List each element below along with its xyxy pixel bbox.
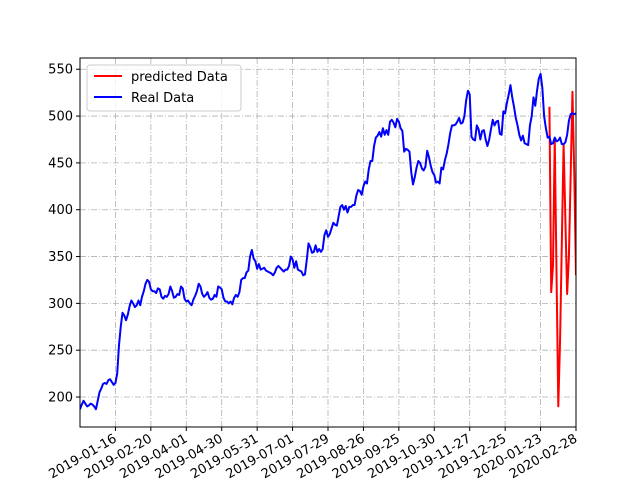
y-tick-label: 350 bbox=[48, 250, 73, 265]
legend-label-real: Real Data bbox=[131, 91, 194, 106]
series-line-predicted bbox=[548, 90, 576, 408]
y-tick-label: 450 bbox=[48, 156, 73, 171]
series-lines bbox=[80, 72, 576, 411]
y-tick-label: 250 bbox=[48, 344, 73, 359]
grid bbox=[80, 58, 577, 427]
legend-box bbox=[86, 64, 242, 112]
y-tick-label: 300 bbox=[48, 297, 73, 312]
y-tick-label: 550 bbox=[48, 63, 73, 78]
legend: predicted Data Real Data bbox=[86, 64, 242, 112]
y-tick-label: 400 bbox=[48, 203, 73, 218]
legend-label-predicted: predicted Data bbox=[131, 70, 228, 85]
y-tick-label: 200 bbox=[48, 391, 73, 406]
series-line-real bbox=[80, 72, 576, 411]
y-tick-label: 500 bbox=[48, 110, 73, 125]
y-axis: 200 250 300 350 400 450 500 550 bbox=[48, 63, 80, 406]
